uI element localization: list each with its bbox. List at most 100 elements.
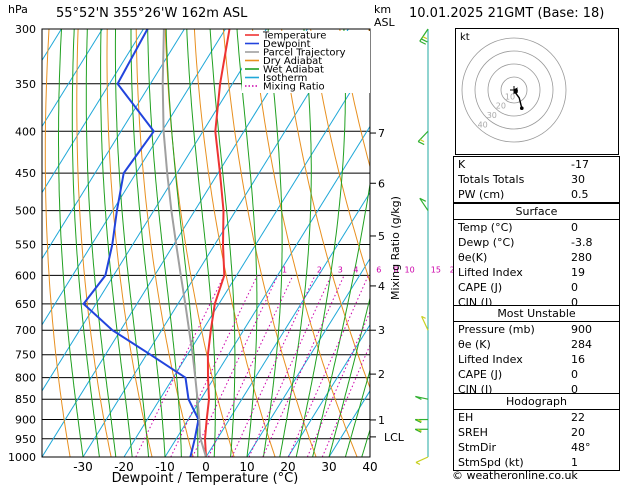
isotherm-line: [42, 29, 226, 326]
temperature-tick-label: 20: [280, 460, 295, 474]
legend-label: Dry Adiabat: [263, 56, 322, 67]
wind-barb-flag: [421, 38, 428, 43]
hodograph-ring-label: 30: [487, 111, 497, 120]
hodograph-param-value: 48°: [571, 441, 591, 454]
pressure-tick-label: 500: [15, 205, 36, 218]
hodograph-ring: [474, 50, 554, 130]
isotherm-line: [42, 29, 144, 194]
hodograph-ring-label: 20: [496, 102, 506, 111]
most-unstable-table: Most Unstable Pressure (mb) 900 θe (K) 284 L…: [453, 305, 620, 398]
temperature-tick-label: 0: [202, 460, 210, 474]
index-row: Totals Totals 30: [454, 172, 619, 187]
surface-label: Temp (°C): [458, 221, 513, 234]
axes-labels: 1234681015202530035040045050055060065070…: [8, 23, 475, 474]
asl-axis-unit: ASL: [374, 16, 395, 29]
km-tick-label: 2: [378, 368, 385, 381]
isotherm-line: [82, 29, 349, 457]
hodograph-end-point: [520, 106, 524, 110]
sounding-series: [82, 29, 231, 457]
wet-adiabat-line: [147, 29, 182, 457]
isotherm-line: [42, 29, 267, 392]
pressure-tick-label: 1000: [8, 451, 36, 464]
km-tick-label: 6: [378, 177, 385, 190]
background-lines: [42, 29, 370, 457]
mixing-ratio-label: 2: [317, 265, 322, 274]
indices-table: K -17 Totals Totals 30 PW (cm) 0.5: [453, 156, 620, 203]
wet-adiabat-line: [262, 29, 283, 457]
wind-barb: [414, 418, 428, 424]
hodograph-params-table: Hodograph EH 22 SREH 20 StmDir 48° StmSpd (kt)…: [453, 393, 620, 471]
mixing-ratio-label: 6: [376, 265, 381, 274]
wind-barb-flag: [419, 197, 427, 202]
surface-title: Surface: [454, 204, 619, 220]
mixing-ratio-label: 8: [394, 265, 399, 274]
dry-adiabat-line: [193, 29, 276, 457]
dry-adiabat-line: [76, 29, 112, 457]
pressure-tick-label: 350: [15, 78, 36, 91]
pressure-tick-label: 800: [15, 372, 36, 385]
surface-value: 0: [571, 221, 578, 234]
temperature-line: [203, 29, 231, 457]
km-tick-label: 4: [378, 280, 385, 293]
dry-adiabat-line: [252, 29, 358, 457]
wind-barbs: [414, 28, 429, 466]
km-tick-label: 3: [378, 324, 385, 337]
dry-adiabat-line: [339, 29, 370, 169]
isotherm-line: [42, 29, 185, 260]
hodograph-param-value: 22: [571, 411, 585, 424]
most-unstable-title: Most Unstable: [454, 306, 619, 322]
surface-row: Lifted Index 19: [454, 265, 619, 280]
wet-adiabat-line: [312, 180, 370, 457]
surface-label: Lifted Index: [458, 266, 523, 279]
wet-adiabat-line: [85, 29, 117, 457]
km-tick-label: 5: [378, 230, 385, 243]
dry-adiabat-line: [106, 29, 153, 457]
pressure-tick-label: 900: [15, 414, 36, 427]
most-unstable-row: Lifted Index 16: [454, 352, 619, 367]
most-unstable-value: 0: [571, 368, 578, 381]
index-value: 30: [571, 173, 585, 186]
dry-adiabat-line: [222, 29, 317, 457]
station-location: 55°52'N 355°26'W 162m ASL: [56, 6, 248, 21]
temperature-tick-label: 10: [239, 460, 254, 474]
most-unstable-value: 0: [571, 383, 578, 396]
pressure-tick-label: 300: [15, 23, 36, 36]
hpa-axis-unit: hPa: [8, 3, 28, 16]
most-unstable-label: θe (K): [458, 338, 491, 351]
plot-frame: [41, 28, 371, 458]
most-unstable-row: CIN (J) 0: [454, 382, 619, 397]
index-value: 0.5: [571, 188, 589, 201]
wind-barb-flag: [414, 428, 422, 433]
most-unstable-row: CAPE (J) 0: [454, 367, 619, 382]
temperature-tick-label: -30: [73, 460, 93, 474]
hodograph-param-value: 1: [571, 456, 578, 469]
pressure-tick-label: 950: [15, 433, 36, 446]
surface-label: Dewp (°C): [458, 236, 515, 249]
wet-adiabat-line: [130, 29, 166, 457]
surface-value: 0: [571, 296, 578, 309]
pressure-tick-label: 700: [15, 324, 36, 337]
hodograph-param-row: SREH 20: [454, 425, 619, 440]
hodograph-storm-motion: [513, 89, 518, 94]
surface-value: 19: [571, 266, 585, 279]
wet-adiabat-line: [344, 368, 370, 457]
temperature-tick-label: -20: [114, 460, 134, 474]
wind-barb: [419, 28, 429, 45]
surface-table: Surface Temp (°C) 0 Dewp (°C) -3.8 θe(K) 280 L…: [453, 203, 620, 311]
wind-barb-half: [415, 461, 421, 466]
surface-row: Dewp (°C) -3.8: [454, 235, 619, 250]
legend-label: Wet Adiabat: [263, 65, 324, 76]
hodograph-unit-label: kt: [460, 32, 470, 43]
hodograph-params-title: Hodograph: [454, 394, 619, 410]
pressure-tick-label: 750: [15, 349, 36, 362]
pressure-tick-label: 600: [15, 269, 36, 282]
hodograph-param-label: EH: [458, 411, 474, 424]
wind-barb-half: [421, 315, 426, 319]
hodograph-ring: [461, 37, 567, 143]
wind-barb-staff: [421, 316, 429, 331]
wind-barb-staff: [419, 198, 429, 211]
most-unstable-row: Pressure (mb) 900: [454, 322, 619, 337]
wet-adiabat-line: [328, 295, 370, 457]
index-label: Totals Totals: [458, 173, 525, 186]
